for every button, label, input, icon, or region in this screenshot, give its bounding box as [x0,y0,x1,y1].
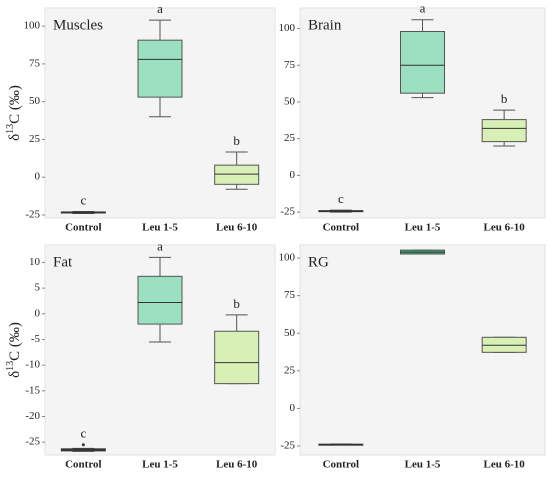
y-tick-label: 25 [284,132,296,144]
group-letter: b [233,133,240,148]
y-tick-label: 75 [284,59,296,71]
y-label-suffix: C (‰) [7,322,23,361]
y-tick-label: -25 [280,206,295,218]
y-tick-label: 50 [29,95,41,107]
x-tick-label: Leu 6-10 [484,459,526,471]
y-tick-label: 0 [290,169,296,181]
y-tick-label: -15 [25,384,40,396]
box [481,119,527,143]
box [214,164,260,185]
group-letter: b [233,296,240,311]
y-label-sup: 13 [5,361,16,371]
y-tick-label: -25 [25,436,40,448]
x-tick-label: Leu 1-5 [405,459,441,471]
y-tick-label: 100 [279,22,296,34]
x-tick-label: Leu 6-10 [216,222,258,234]
y-axis-label: δ13C (‰) [5,85,23,141]
y-tick-label: 25 [284,364,296,376]
box [214,330,260,385]
y-label-suffix: C (‰) [7,85,23,124]
x-tick-label: Control [323,459,359,471]
y-tick-label: -20 [25,410,40,422]
y-label-sup: 13 [5,124,16,134]
y-tick-label: 50 [284,96,296,108]
y-tick-label: -10 [25,359,40,371]
y-label-prefix: δ [7,134,23,141]
y-tick-label: 100 [279,252,296,264]
group-letter: b [501,91,508,106]
y-tick-label: 0 [35,307,41,319]
y-axis-label: δ13C (‰) [5,322,23,378]
box [137,275,183,325]
box [137,39,183,98]
panel-title: Muscles [53,17,103,33]
y-tick-label: 0 [35,171,41,183]
x-tick-label: Leu 1-5 [142,459,178,471]
panel-title: RG [308,254,329,270]
group-letter: a [420,1,426,16]
y-tick-label: 75 [284,289,296,301]
group-letter: c [80,426,86,441]
group-letter: c [80,192,86,207]
y-tick-label: -5 [31,333,41,345]
x-tick-label: Leu 1-5 [405,222,441,234]
y-tick-label: 100 [24,20,41,32]
panel-title: Brain [308,17,342,33]
box [400,30,445,94]
x-tick-label: Leu 6-10 [216,459,258,471]
y-tick-label: 10 [29,256,41,268]
x-tick-label: Control [65,459,101,471]
y-tick-label: -25 [280,440,295,452]
x-tick-label: Control [65,222,101,234]
outlier [81,443,85,447]
x-tick-label: Leu 6-10 [484,222,526,234]
y-label-prefix: δ [7,371,23,378]
x-tick-label: Leu 1-5 [142,222,178,234]
panel-title: Fat [53,254,73,270]
y-tick-label: 25 [29,133,41,145]
y-tick-label: -25 [25,209,40,221]
y-tick-label: 5 [35,282,41,294]
y-tick-label: 0 [290,402,296,414]
group-letter: a [157,238,163,253]
x-tick-label: Control [323,222,359,234]
y-tick-label: 50 [284,327,296,339]
group-letter: c [338,191,344,206]
group-letter: a [157,1,163,16]
y-tick-label: 75 [29,57,41,69]
